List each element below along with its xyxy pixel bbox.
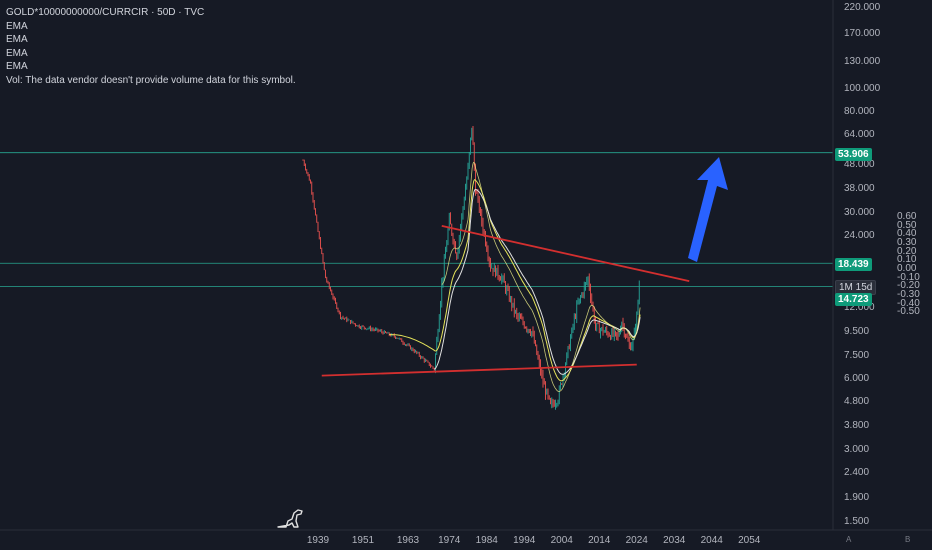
time-tick-label: 1963 <box>396 535 420 546</box>
trendlines <box>321 225 690 377</box>
time-tick-label: 2024 <box>625 535 648 546</box>
price-tick-label: 24.000 <box>844 230 875 242</box>
ema-fast-line[interactable] <box>441 161 641 393</box>
legend-ema-2[interactable]: EMA <box>6 34 28 45</box>
percent-tick-label: 0.00 <box>897 263 917 274</box>
up-arrow-annotation <box>688 157 728 262</box>
price-series <box>302 126 640 410</box>
corner-label-a[interactable]: A <box>846 535 852 544</box>
arrow-up-icon[interactable] <box>688 157 728 262</box>
percent-tick-label: -0.10 <box>897 271 920 283</box>
percent-tick-label: -0.20 <box>897 280 920 292</box>
price-tick-label: 80.000 <box>844 105 875 117</box>
price-tag-top: 53.906 <box>835 148 872 161</box>
ema-white-line[interactable] <box>434 188 641 375</box>
price-tick-label: 1.500 <box>844 515 870 527</box>
price-tick-label: 9.500 <box>844 325 870 337</box>
percent-tick-label: -0.50 <box>897 306 920 318</box>
price-tick-label: 6.000 <box>844 373 870 384</box>
legend-symbol[interactable]: GOLD*10000000000/CURRCIR · 50D · TVC <box>6 7 205 18</box>
price-tick-label: 220.000 <box>844 1 881 13</box>
trendline-lower[interactable] <box>321 363 637 377</box>
price-tick-label: 1.900 <box>844 491 870 503</box>
percent-tick-label: -0.30 <box>897 288 920 300</box>
chart-legend: GOLD*10000000000/CURRCIR · 50D · TVC EMA… <box>6 6 296 87</box>
price-tick-label: 38.000 <box>844 182 875 194</box>
last-price-tag: 14.723 <box>835 293 872 306</box>
price-tick-label: 100.000 <box>844 82 881 94</box>
percent-tick-label: 0.30 <box>897 237 917 249</box>
percent-tick-label: 0.10 <box>897 254 917 266</box>
percent-tick-label: 0.50 <box>897 219 917 231</box>
legend-ema-3[interactable]: EMA <box>6 47 28 59</box>
price-tick-label: 170.000 <box>844 28 881 40</box>
time-tick-label: 2014 <box>588 535 611 546</box>
price-tick-label: 30.000 <box>844 207 875 219</box>
time-tick-label: 1974 <box>438 535 461 546</box>
percent-tick-label: 0.40 <box>897 228 917 240</box>
time-tick-label: 1939 <box>306 535 330 546</box>
percent-tick-label: 0.20 <box>897 245 917 257</box>
price-tick-label: 64.000 <box>844 129 875 140</box>
price-tick-label: 4.800 <box>844 396 870 407</box>
legend-ema-1[interactable]: EMA <box>6 20 28 32</box>
time-tick-label: 1951 <box>351 535 375 546</box>
ema-lines <box>389 161 641 393</box>
time-tick-label: 1994 <box>513 535 536 546</box>
time-tick-label: 2034 <box>663 535 686 546</box>
price-tick-label: 12.000 <box>844 301 875 313</box>
legend-volume[interactable]: Vol: The data vendor doesn't provide vol… <box>6 74 296 86</box>
percent-tick-label: 0.60 <box>897 211 917 223</box>
price-tick-label: 3.000 <box>844 444 870 456</box>
time-tick-label: 2004 <box>550 535 573 546</box>
price-tick-label: 48.000 <box>844 158 875 170</box>
price-tick-label: 130.000 <box>844 55 881 67</box>
price-tag-mid: 18.439 <box>835 258 872 271</box>
horizontal-levels <box>0 152 833 287</box>
dino-logo-icon <box>277 509 303 528</box>
time-tick-label: 2044 <box>700 535 723 546</box>
price-tick-label: 2.400 <box>844 467 870 479</box>
price-tick-label: 7.500 <box>844 349 870 361</box>
price-tick-label: 3.800 <box>844 420 870 432</box>
legend-ema-4[interactable]: EMA <box>6 61 28 72</box>
trendline-upper[interactable] <box>441 225 690 283</box>
percent-tick-label: -0.40 <box>897 297 920 309</box>
time-tick-label: 2054 <box>738 535 761 546</box>
time-tick-label: 1984 <box>475 535 498 546</box>
corner-label-b[interactable]: B <box>905 535 911 544</box>
